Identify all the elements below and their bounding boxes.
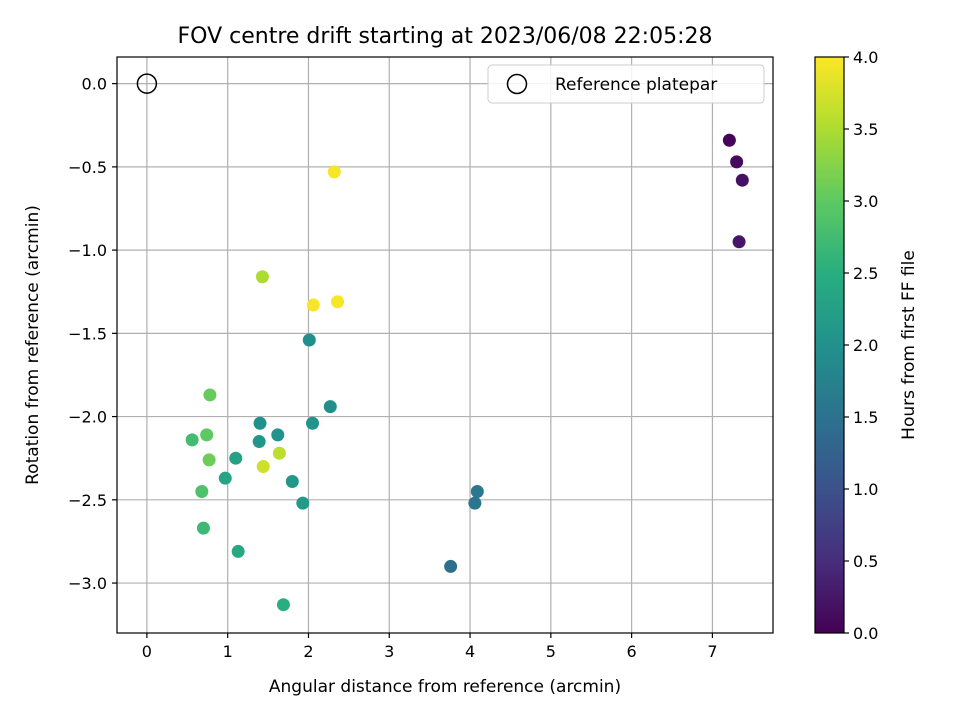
legend-marker-open-circle [506, 73, 528, 95]
data-point [296, 496, 310, 510]
data-point [195, 484, 209, 498]
data-point [256, 460, 270, 474]
legend-entry-label: Reference platepar [555, 75, 717, 95]
x-tick-label: 7 [707, 642, 717, 661]
data-point [196, 521, 210, 535]
data-point [255, 270, 269, 284]
colorbar-tick-label: 2.0 [853, 336, 878, 355]
data-point [331, 295, 345, 309]
x-tick-label: 6 [627, 642, 637, 661]
data-point [306, 416, 320, 430]
colorbar-tick-label: 3.5 [853, 120, 878, 139]
data-point [323, 400, 337, 414]
x-axis-label: Angular distance from reference (arcmin) [269, 677, 621, 697]
x-tick-label: 4 [465, 642, 475, 661]
legend: Reference platepar [487, 64, 765, 104]
data-point [730, 155, 744, 169]
data-point [218, 471, 232, 485]
colorbar-tick-label: 3.0 [853, 192, 878, 211]
data-point [253, 416, 267, 430]
data-point [200, 428, 214, 442]
grid-lines [117, 57, 773, 633]
y-tick-label: −0.5 [68, 158, 107, 177]
x-tick-label: 5 [546, 642, 556, 661]
data-point [231, 544, 245, 558]
legend-box [487, 64, 765, 104]
data-point [203, 388, 217, 402]
colorbar-gradient [814, 56, 845, 634]
y-tick-label: −1.0 [68, 241, 107, 260]
colorbar-tick-label: 2.5 [853, 264, 878, 283]
y-tick-label: −3.0 [68, 574, 107, 593]
data-points [136, 73, 749, 612]
y-axis-ticks: 0.0 −0.5 −1.0 −1.5 −2.0 −2.5 −3.0 [68, 75, 117, 593]
colorbar-tick-label: 1.5 [853, 408, 878, 427]
plot-area-frame [116, 56, 774, 634]
data-point [185, 433, 199, 447]
data-point [468, 496, 482, 510]
y-tick-label: −2.0 [68, 408, 107, 427]
colorbar-tick-label: 0.0 [853, 624, 878, 643]
x-tick-label: 3 [384, 642, 394, 661]
x-tick-label: 2 [303, 642, 313, 661]
data-point [271, 428, 285, 442]
chart-title: FOV centre drift starting at 2023/06/08 … [178, 24, 713, 49]
x-tick-label: 1 [223, 642, 233, 661]
reference-platepar-marker [136, 73, 158, 94]
colorbar-tick-label: 1.0 [853, 480, 878, 499]
y-tick-label: −1.5 [68, 324, 107, 343]
colorbar-tick-label: 0.5 [853, 552, 878, 571]
x-axis-ticks: 0 1 2 3 4 5 6 7 [142, 633, 718, 661]
colorbar: 0.0 0.5 1.0 1.5 2.0 2.5 3.0 3.5 4.0 Hours from f… [814, 48, 919, 643]
data-point [732, 235, 746, 249]
data-point [735, 173, 749, 187]
data-point [229, 451, 243, 465]
data-point [276, 598, 290, 612]
colorbar-tick-label: 4.0 [853, 48, 878, 67]
data-point [722, 133, 736, 147]
data-point [302, 333, 316, 347]
data-point [272, 446, 286, 460]
data-point [285, 475, 299, 489]
x-tick-label: 0 [142, 642, 152, 661]
data-point [444, 559, 458, 573]
data-point [306, 298, 320, 312]
data-point [327, 165, 341, 179]
data-point [252, 435, 266, 449]
colorbar-label: Hours from first FF file [899, 250, 919, 440]
data-point [202, 453, 216, 467]
y-tick-label: 0.0 [82, 75, 107, 94]
data-point [470, 484, 484, 498]
y-tick-label: −2.5 [68, 491, 107, 510]
y-axis-label: Rotation from reference (arcmin) [23, 205, 43, 485]
colorbar-ticks: 0.0 0.5 1.0 1.5 2.0 2.5 3.0 3.5 4.0 [844, 48, 878, 643]
